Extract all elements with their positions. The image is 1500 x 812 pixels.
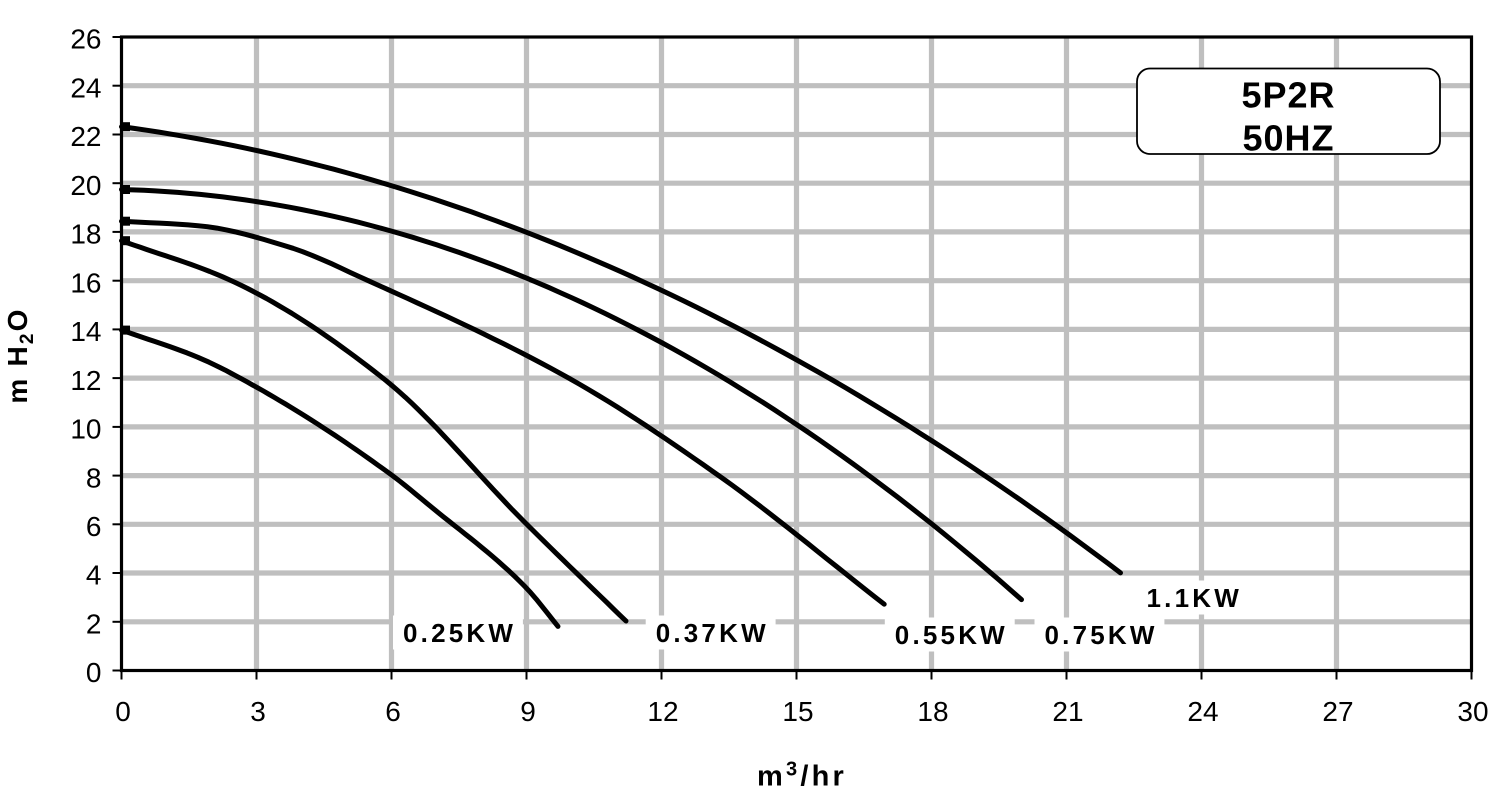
svg-text:12: 12 (70, 365, 101, 396)
svg-text:0.25KW: 0.25KW (403, 618, 516, 648)
svg-text:0.55KW: 0.55KW (895, 620, 1008, 650)
svg-text:1.1KW: 1.1KW (1147, 583, 1242, 613)
svg-text:0.75KW: 0.75KW (1045, 620, 1158, 650)
svg-text:3: 3 (250, 696, 266, 727)
svg-text:26: 26 (70, 24, 101, 55)
svg-text:0: 0 (86, 657, 102, 688)
svg-text:18: 18 (70, 219, 101, 250)
svg-text:0.37KW: 0.37KW (656, 618, 769, 648)
svg-text:0: 0 (115, 696, 131, 727)
svg-text:8: 8 (86, 462, 102, 493)
svg-text:16: 16 (70, 267, 101, 298)
svg-text:4: 4 (86, 560, 102, 591)
svg-text:2: 2 (86, 609, 102, 640)
svg-text:27: 27 (1322, 696, 1353, 727)
svg-text:22: 22 (70, 121, 101, 152)
svg-text:15: 15 (782, 696, 813, 727)
svg-text:m H2O: m H2O (2, 307, 38, 403)
svg-text:24: 24 (70, 72, 101, 103)
svg-text:30: 30 (1457, 696, 1488, 727)
svg-text:10: 10 (70, 414, 101, 445)
svg-text:50HZ: 50HZ (1242, 118, 1334, 159)
svg-text:9: 9 (520, 696, 536, 727)
svg-text:6: 6 (385, 696, 401, 727)
svg-text:6: 6 (86, 511, 102, 542)
svg-text:24: 24 (1187, 696, 1218, 727)
svg-text:12: 12 (647, 696, 678, 727)
svg-text:m3/hr: m3/hr (757, 759, 847, 793)
svg-text:21: 21 (1052, 696, 1083, 727)
svg-text:5P2R: 5P2R (1241, 75, 1335, 116)
svg-text:20: 20 (70, 170, 101, 201)
svg-text:14: 14 (70, 316, 101, 347)
svg-text:18: 18 (917, 696, 948, 727)
